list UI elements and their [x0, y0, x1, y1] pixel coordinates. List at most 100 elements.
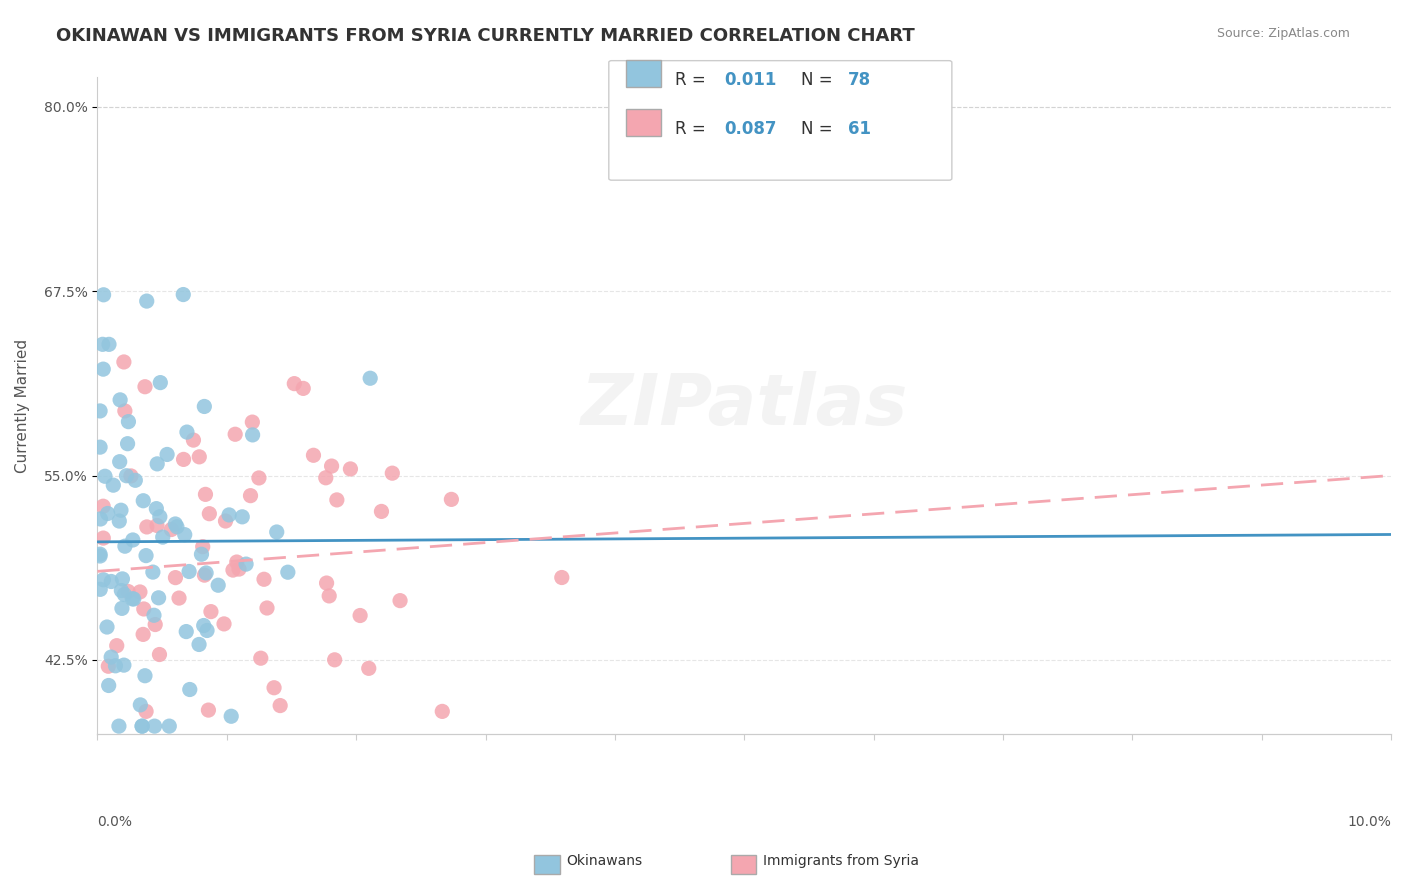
Point [103, 478, 125, 492]
Point [145, 501, 167, 516]
Point [235, 557, 257, 571]
Point [97, 507, 120, 521]
Point [97, 678, 120, 692]
Text: 61: 61 [848, 120, 870, 138]
Point [240, 415, 263, 429]
Point [111, 572, 134, 586]
Point [381, 466, 404, 480]
Point [177, 565, 200, 579]
Point [149, 509, 172, 524]
Point [117, 436, 139, 450]
Point [231, 509, 253, 524]
Point [173, 452, 195, 467]
Text: ZIPatlas: ZIPatlas [581, 371, 908, 440]
Point [96, 620, 118, 634]
Point [167, 591, 190, 605]
Point [165, 516, 187, 531]
Point [114, 404, 136, 418]
Point [302, 448, 325, 462]
Point [321, 459, 343, 474]
Point [239, 489, 262, 503]
Point [121, 533, 143, 547]
Point [135, 549, 157, 563]
Point [89, 512, 111, 526]
Point [135, 705, 157, 719]
Point [134, 380, 156, 394]
Point [249, 651, 271, 665]
Point [157, 719, 180, 733]
Point [212, 616, 235, 631]
Point [89, 547, 111, 561]
Point [131, 719, 153, 733]
Point [111, 601, 134, 615]
Point [190, 547, 212, 561]
Point [389, 593, 412, 607]
Point [256, 601, 278, 615]
Point [91, 362, 114, 376]
Point [166, 520, 188, 534]
Point [104, 658, 127, 673]
Point [132, 493, 155, 508]
Point [93, 287, 115, 301]
Point [242, 428, 264, 442]
Point [120, 469, 142, 483]
Text: N =: N = [801, 71, 838, 89]
Point [149, 376, 172, 390]
Point [105, 639, 128, 653]
Point [89, 404, 111, 418]
Point [98, 337, 121, 351]
Point [132, 602, 155, 616]
Point [253, 572, 276, 586]
Point [315, 471, 337, 485]
Point [283, 376, 305, 391]
Point [197, 703, 219, 717]
Point [129, 585, 152, 599]
Point [195, 624, 218, 638]
Point [91, 531, 114, 545]
Point [152, 530, 174, 544]
Point [131, 719, 153, 733]
Point [198, 507, 221, 521]
Point [112, 355, 135, 369]
Point [108, 392, 131, 407]
Point [193, 568, 215, 582]
Text: R =: R = [675, 71, 711, 89]
Point [432, 705, 454, 719]
Point [195, 566, 218, 580]
Point [165, 571, 187, 585]
Point [247, 471, 270, 485]
Text: Source: ZipAtlas.com: Source: ZipAtlas.com [1216, 27, 1350, 40]
Point [112, 658, 135, 673]
Text: 0.0%: 0.0% [97, 814, 132, 829]
Point [94, 469, 117, 483]
Point [108, 514, 131, 528]
Point [143, 608, 166, 623]
Point [222, 563, 245, 577]
Point [193, 618, 215, 632]
Point [218, 508, 240, 522]
Point [117, 584, 139, 599]
Point [135, 294, 157, 309]
Point [224, 427, 246, 442]
Point [114, 539, 136, 553]
Point [193, 400, 215, 414]
Point [359, 371, 381, 385]
Point [214, 514, 236, 528]
Text: Immigrants from Syria: Immigrants from Syria [763, 854, 920, 868]
Y-axis label: Currently Married: Currently Married [15, 338, 30, 473]
Point [121, 591, 143, 606]
Point [323, 653, 346, 667]
Point [156, 447, 179, 461]
Point [148, 648, 170, 662]
Text: Okinawans: Okinawans [567, 854, 643, 868]
Point [370, 504, 392, 518]
Point [108, 455, 131, 469]
Point [108, 719, 131, 733]
Point [89, 549, 111, 563]
Point [146, 518, 169, 533]
Point [100, 650, 122, 665]
Point [207, 578, 229, 592]
Text: 78: 78 [848, 71, 870, 89]
Point [173, 527, 195, 541]
Point [110, 583, 132, 598]
